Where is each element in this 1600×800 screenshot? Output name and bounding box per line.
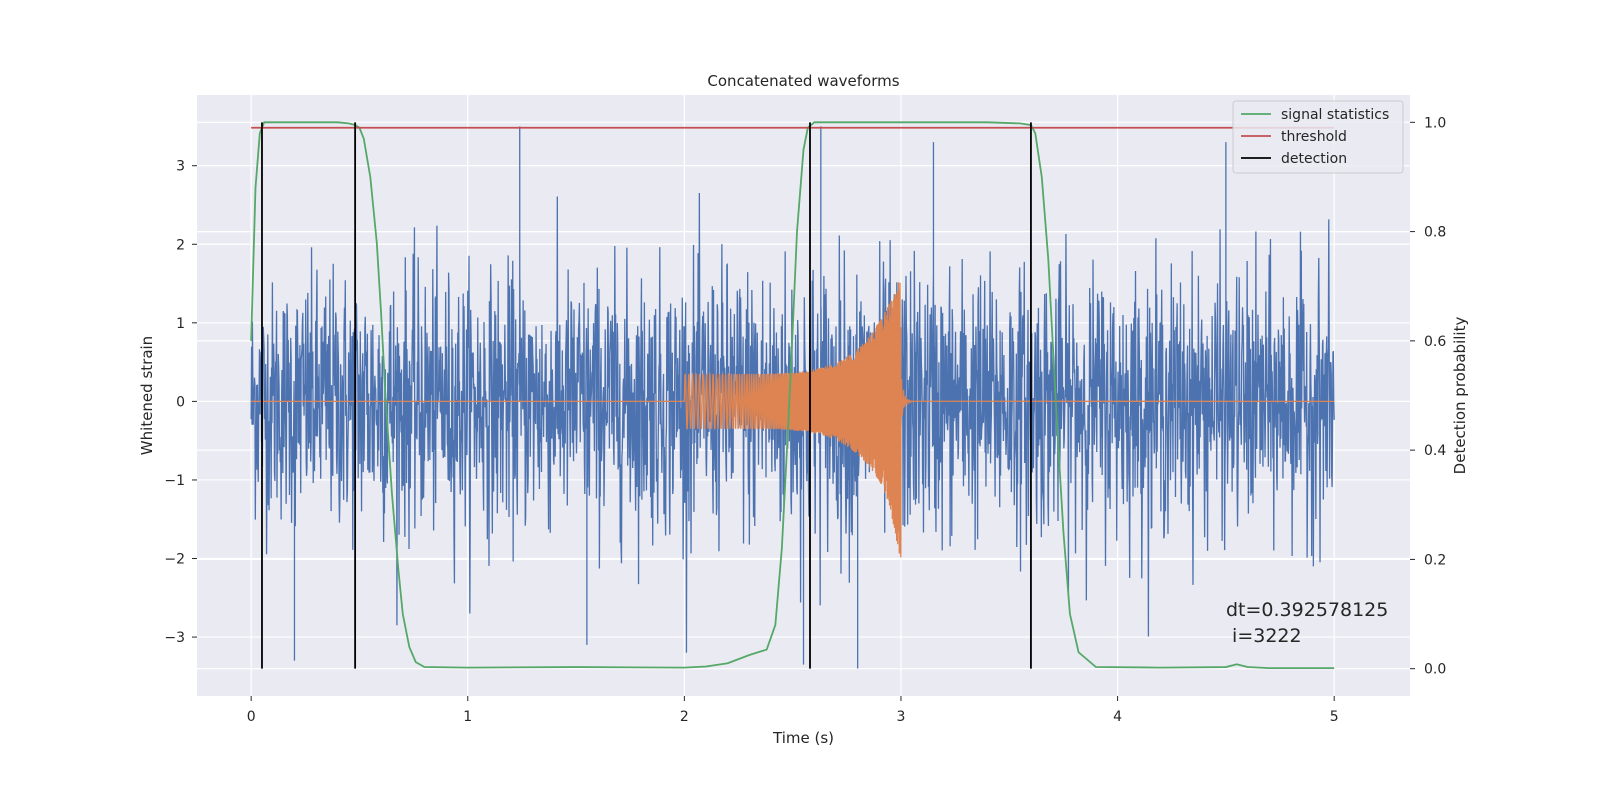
legend-label: threshold [1281, 129, 1347, 145]
y2-tick-label: 0.2 [1424, 552, 1446, 568]
series-injected-signal [251, 282, 1335, 558]
x-tick-label: 0 [247, 709, 256, 725]
chart-title: Concatenated waveforms [707, 72, 899, 90]
x-tick-label: 1 [463, 709, 472, 725]
legend-label: signal statistics [1281, 107, 1389, 123]
y2-tick-label: 1.0 [1424, 115, 1446, 131]
plot-area [250, 121, 1335, 670]
x-tick-label: 5 [1330, 709, 1339, 725]
y-tick-label: −2 [164, 552, 185, 568]
legend: signal statistics threshold detection [1232, 100, 1404, 174]
legend-items: signal statistics threshold detection [1241, 107, 1389, 167]
y2-tick-label: 0.6 [1424, 334, 1446, 350]
x-tick-label: 3 [897, 709, 906, 725]
legend-label: detection [1281, 151, 1347, 167]
y-tick-label: −3 [164, 630, 185, 646]
x-tick-label: 2 [680, 709, 689, 725]
y2-axis-label: Detection probability [1451, 317, 1469, 475]
y-axis-label: Whitened strain [138, 336, 156, 455]
y-tick-label: 1 [176, 316, 185, 332]
y2-tick-label: 0.4 [1424, 443, 1446, 459]
annotation-index: i=3222 [1226, 625, 1302, 647]
annotation-dt: dt=0.392578125 [1226, 599, 1388, 621]
series-signal-statistics [250, 121, 1335, 670]
y2-tick-label: 0.0 [1424, 662, 1446, 678]
x-tick-label: 4 [1113, 709, 1122, 725]
x-axis-label: Time (s) [772, 729, 834, 747]
y-tick-label: −1 [164, 473, 185, 489]
y-tick-label: 2 [176, 237, 185, 253]
y-tick-label: 3 [176, 159, 185, 175]
y2-tick-label: 0.8 [1424, 225, 1446, 241]
legend-box [1232, 100, 1404, 174]
axis-ticks: 0 1 2 3 4 5 −3 −2 −1 0 1 2 3 0.0 0.2 0.4 0.6 0.8 1.0 [164, 115, 1446, 725]
y-tick-label: 0 [176, 394, 185, 410]
series-detection [261, 122, 1032, 669]
